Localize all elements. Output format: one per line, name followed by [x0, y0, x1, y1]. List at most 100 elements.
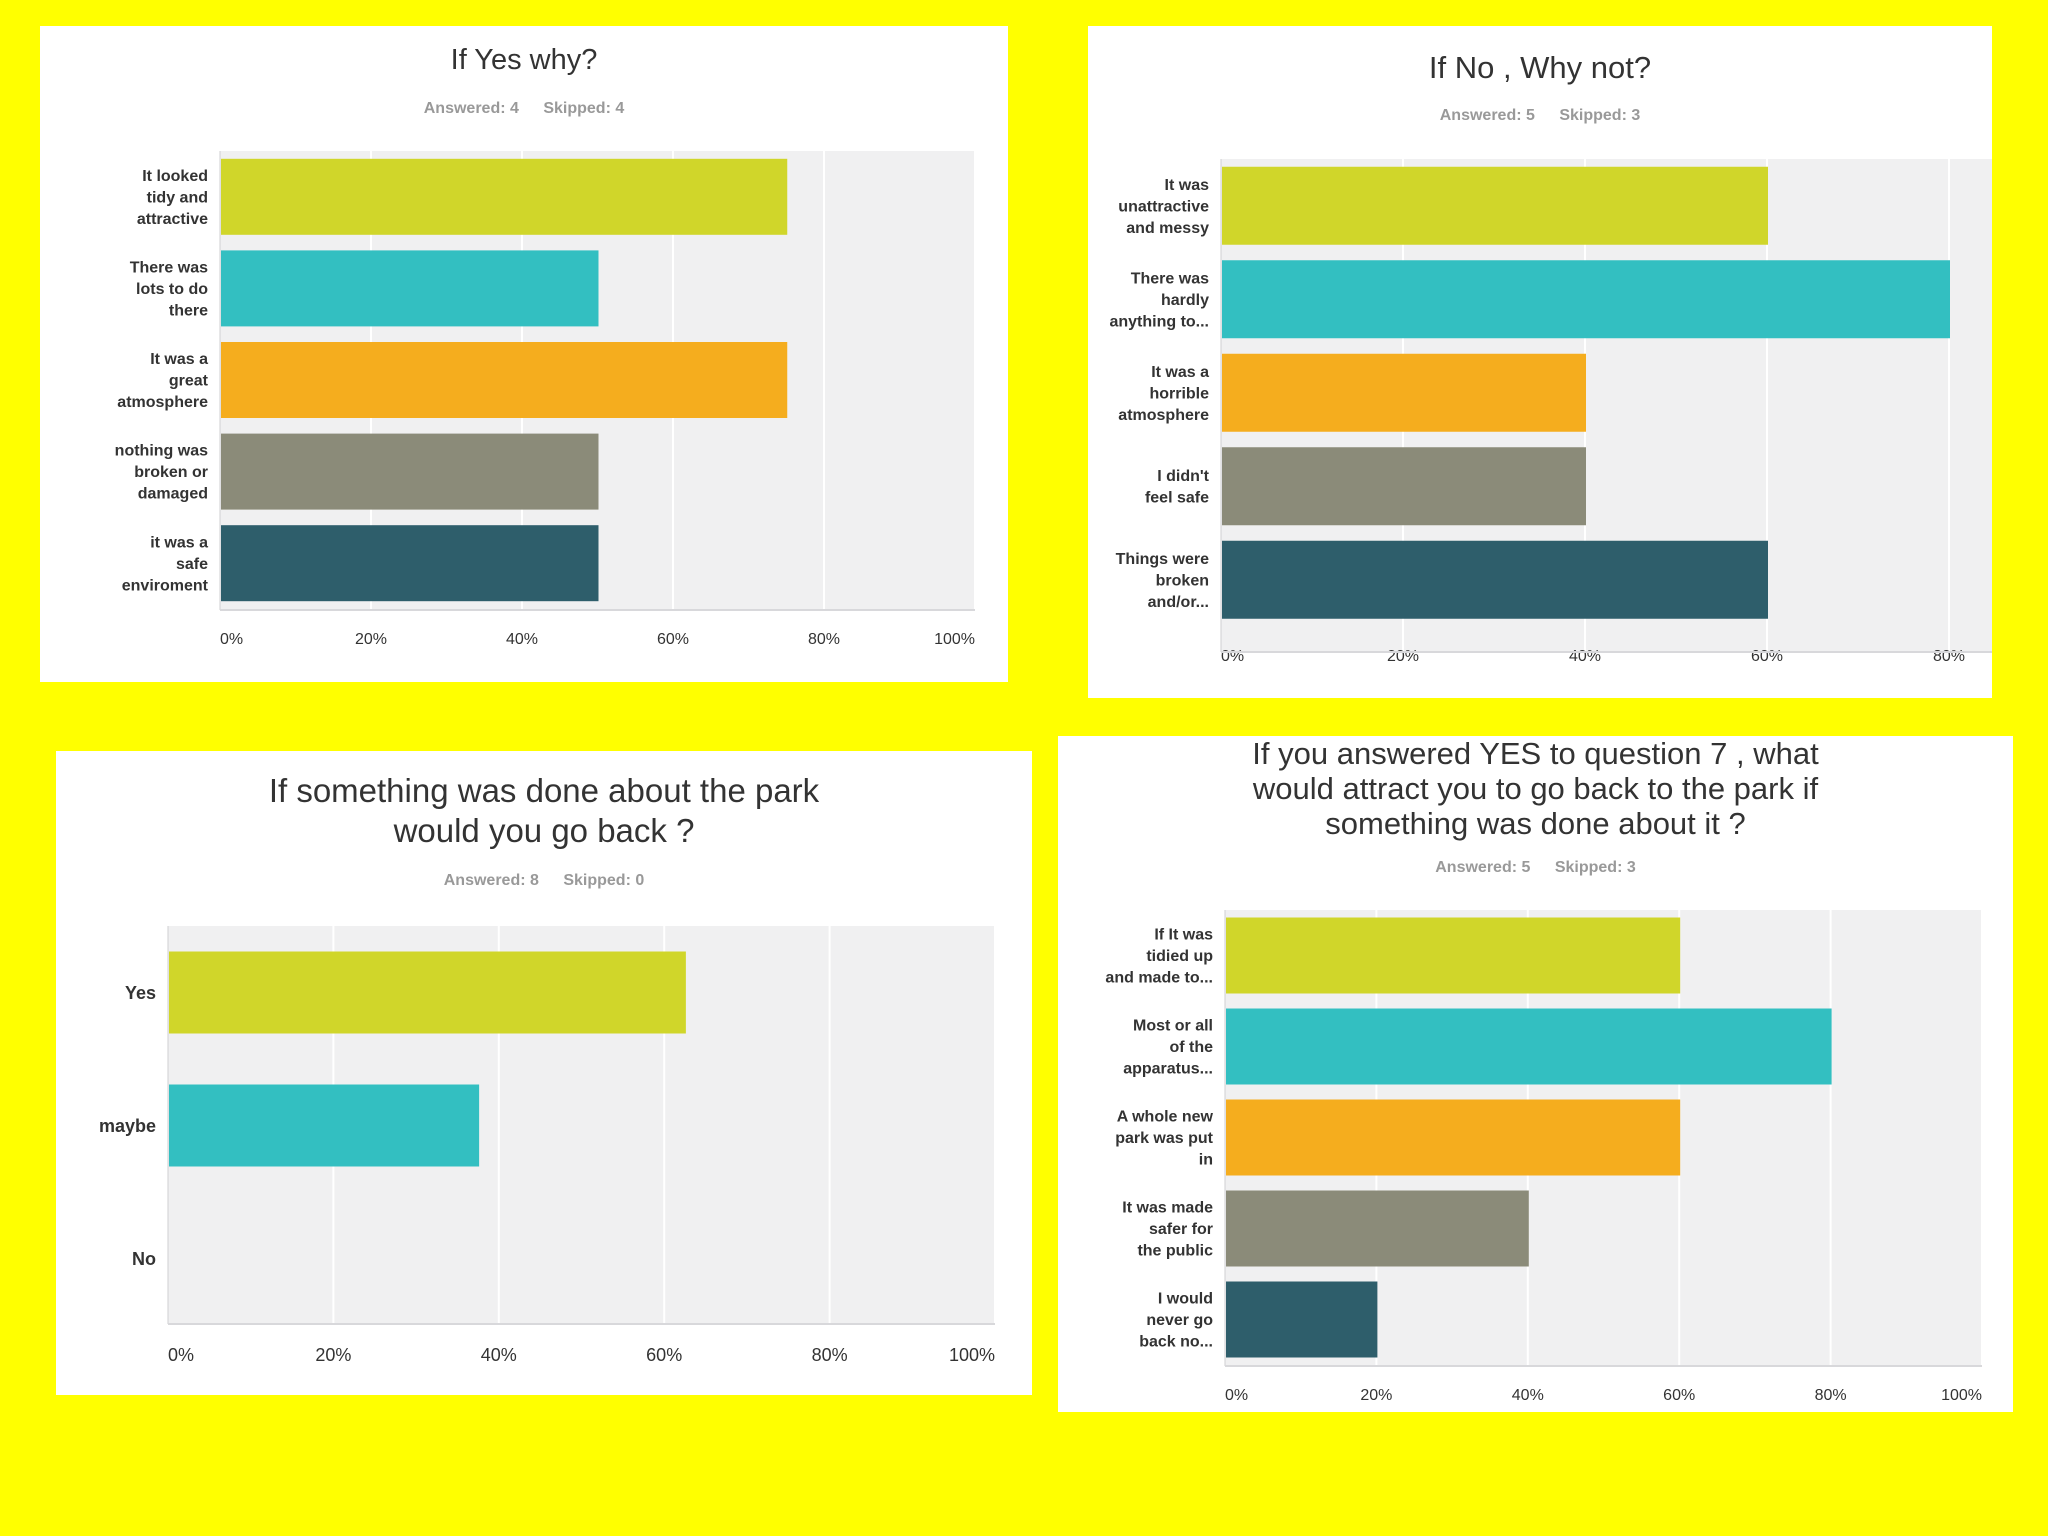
category-label: there: [169, 303, 208, 320]
category-label: tidy and: [147, 189, 208, 206]
bar: [221, 158, 788, 235]
bar: [221, 433, 599, 510]
x-tick-label: 80%: [812, 1345, 848, 1365]
category-label: attractive: [137, 211, 208, 228]
category-label: and messy: [1126, 220, 1209, 237]
response-stats: Answered: 4 Skipped: 4: [40, 100, 1008, 118]
x-tick-label: 60%: [646, 1345, 682, 1365]
x-tick-label: 0%: [168, 1345, 194, 1365]
chart-title: If something was done about the park wou…: [268, 772, 820, 849]
x-tick-label: 60%: [1663, 1387, 1695, 1404]
category-label: and made to...: [1105, 970, 1213, 987]
x-tick-label: 40%: [481, 1345, 517, 1365]
category-label: No: [132, 1249, 156, 1269]
x-tick-label: 40%: [1512, 1387, 1544, 1404]
x-tick-label: 20%: [1387, 648, 1419, 665]
bar-chart: 0%20%40%60%80%100%It wasunattractiveand …: [1109, 159, 1992, 665]
category-label: anything to...: [1109, 313, 1209, 330]
x-tick-label: 60%: [1751, 648, 1783, 665]
category-label: tidied up: [1146, 948, 1213, 965]
category-label: safer for: [1149, 1221, 1213, 1238]
category-label: horrible: [1149, 385, 1209, 402]
response-stats: Answered: 8 Skipped: 0: [56, 872, 1032, 890]
bar: [221, 342, 788, 418]
skipped-count: Skipped: 3: [1554, 859, 1636, 876]
x-tick-label: 80%: [1815, 1387, 1847, 1404]
bar: [1226, 1008, 1832, 1085]
x-tick-label: 0%: [1221, 648, 1244, 665]
category-label: There was: [130, 260, 208, 277]
category-label: If It was: [1154, 927, 1213, 944]
bar: [1226, 1281, 1378, 1358]
x-tick-label: 40%: [1569, 648, 1601, 665]
bar: [1222, 540, 1768, 619]
bar: [1222, 166, 1768, 245]
category-label: in: [1199, 1152, 1213, 1169]
category-label: Things were: [1116, 551, 1209, 568]
chart-panel-if-no-why-not: If No , Why not? Answered: 5 Skipped: 3 …: [1088, 26, 1992, 698]
chart-title: If No , Why not?: [1428, 50, 1652, 85]
x-tick-label: 100%: [934, 631, 975, 648]
skipped-count: Skipped: 3: [1559, 107, 1641, 124]
bar: [1222, 260, 1950, 339]
bar-chart: 0% 20% 40% 60% 80% 100% Yes maybe No: [99, 926, 996, 1365]
x-tick-label: 100%: [1941, 1387, 1982, 1404]
category-label: maybe: [99, 1116, 156, 1136]
skipped-count: Skipped: 4: [543, 100, 625, 117]
bar: [1226, 1190, 1529, 1267]
category-label: great: [169, 373, 209, 390]
chart-panel-would-you-go-back: If something was done about the park wou…: [56, 751, 1032, 1395]
category-label: Most or all: [1133, 1018, 1213, 1035]
bar: [221, 250, 599, 327]
category-label: lots to do: [136, 281, 208, 298]
category-label: A whole new: [1117, 1109, 1214, 1126]
bar: [169, 951, 686, 1034]
x-tick-label: 20%: [355, 631, 387, 648]
bar: [221, 525, 599, 602]
category-label: safe: [176, 556, 208, 573]
category-label: nothing was: [115, 443, 208, 460]
answered-count: Answered: 5: [1439, 107, 1535, 124]
category-label: park was put: [1115, 1130, 1213, 1147]
x-tick-label: 20%: [1360, 1387, 1392, 1404]
response-stats: Answered: 5 Skipped: 3: [1088, 107, 1992, 125]
bar: [1222, 353, 1586, 432]
category-label: broken: [1156, 572, 1209, 589]
x-tick-label: 40%: [506, 631, 538, 648]
answered-count: Answered: 4: [423, 100, 519, 117]
x-tick-label: 0%: [1225, 1387, 1248, 1404]
chart-panel-if-yes-why: If Yes why? Answered: 4 Skipped: 4 0% 20%…: [40, 26, 1008, 682]
category-label: It was a: [1151, 364, 1209, 381]
x-tick-label: 100%: [949, 1345, 995, 1365]
skipped-count: Skipped: 0: [563, 872, 645, 889]
category-label: broken or: [134, 464, 208, 481]
category-label: enviroment: [122, 577, 209, 594]
answered-count: Answered: 8: [443, 872, 539, 889]
category-label: It was a: [150, 351, 208, 368]
category-label: unattractive: [1118, 198, 1209, 215]
response-stats: Answered: 5 Skipped: 3: [1058, 859, 2013, 877]
category-label: back no...: [1139, 1334, 1213, 1351]
x-tick-label: 60%: [657, 631, 689, 648]
category-label: I didn't: [1157, 468, 1209, 485]
category-label: Yes: [125, 983, 156, 1003]
category-label: of the: [1169, 1039, 1213, 1056]
answered-count: Answered: 5: [1435, 859, 1531, 876]
category-label: feel safe: [1145, 490, 1209, 507]
category-label: damaged: [138, 486, 208, 503]
category-label: I would: [1158, 1291, 1213, 1308]
bar-chart: 0% 20% 40% 60% 80% 100% It looked tidy and attra…: [115, 151, 976, 648]
bar: [169, 1084, 480, 1167]
category-label: It looked: [142, 168, 208, 185]
bar: [1222, 447, 1586, 526]
chart-panel-what-would-attract-you: If you answered YES to question 7 , what…: [1058, 736, 2013, 1412]
category-label: the public: [1137, 1243, 1213, 1260]
bar: [1226, 917, 1681, 994]
category-label: and/or...: [1148, 594, 1209, 611]
category-label: atmosphere: [1118, 407, 1209, 424]
bar-chart: 0% 20% 40% 60% 80% 100% If It was tidied up and …: [1105, 910, 1983, 1404]
category-label: hardly: [1161, 292, 1209, 309]
category-label: atmosphere: [117, 394, 208, 411]
x-tick-label: 0%: [220, 631, 243, 648]
x-tick-label: 80%: [808, 631, 840, 648]
